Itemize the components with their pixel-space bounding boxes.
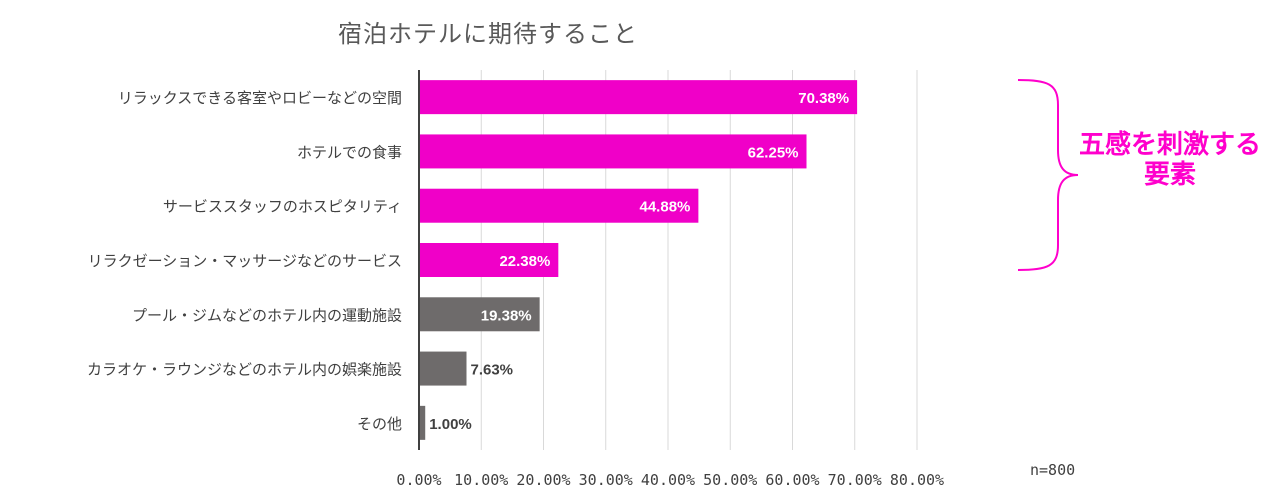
x-tick-label: 50.00% [703,471,757,489]
bar [419,351,467,386]
bar [419,405,426,440]
bar [419,297,540,332]
sample-size: n=800 [1030,461,1076,479]
x-tick-label: 30.00% [579,471,633,489]
annotation-line-2: 要素 [1143,160,1196,190]
category-label: ホテルでの食事 [297,143,402,161]
chart-title: 宿泊ホテルに期待すること [338,20,638,48]
x-tick-label: 80.00% [890,471,944,489]
data-label: 70.38% [798,90,849,107]
curly-brace [1017,79,1079,271]
annotation-line-1: 五感を刺激する [1078,130,1261,160]
category-label: プール・ジムなどのホテル内の運動施設 [132,306,402,324]
bars [419,80,858,440]
data-label: 44.88% [640,199,691,216]
bar [419,243,559,277]
category-label: リラクゼーション・マッサージなどのサービス [88,252,402,270]
data-label: 62.25% [748,144,799,161]
x-tick-label: 60.00% [765,471,819,489]
x-tick-label: 0.00% [396,471,441,489]
data-label: 1.00% [429,416,472,433]
x-axis-ticks: 0.00% 10.00% 20.00% 30.00% 40.00% 50.00% 60.00… [396,471,944,489]
bar [419,188,699,223]
category-label: サービススタッフのホスピタリティ [163,198,402,216]
data-labels: 70.38% 62.25% 44.88% 22.38% 19.38% 7.63% 1.00% [429,90,849,433]
data-label: 19.38% [481,307,532,324]
data-label: 22.38% [499,253,550,270]
category-label: カラオケ・ラウンジなどのホテル内の娯楽施設 [87,361,402,379]
bar [419,134,807,169]
bar [419,80,858,115]
data-label: 7.63% [470,362,513,379]
category-label: リラックスできる客室やロビーなどの空間 [118,89,402,107]
x-tick-label: 20.00% [516,471,570,489]
x-tick-label: 70.00% [828,471,882,489]
x-tick-label: 10.00% [454,471,508,489]
x-tick-label: 40.00% [641,471,695,489]
category-label: その他 [357,415,402,433]
annotation-text: 五感を刺激する 要素 [1070,130,1265,190]
category-labels: リラックスできる客室やロビーなどの空間ホテルでの食事サービススタッフのホスピタリ… [87,89,402,433]
